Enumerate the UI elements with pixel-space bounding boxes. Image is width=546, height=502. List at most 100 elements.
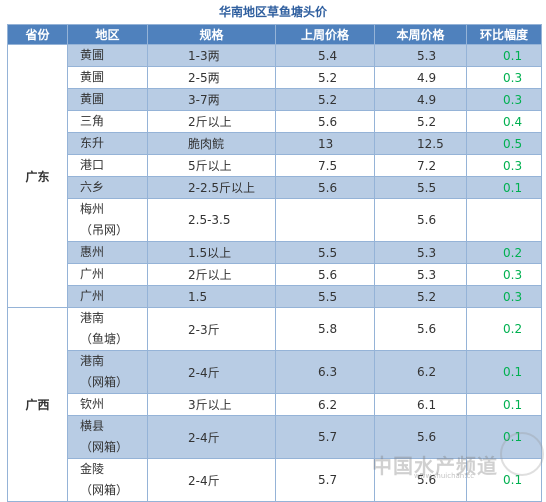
header-region: 地区 (67, 24, 148, 45)
region-name: 金陵 (80, 462, 105, 476)
region-cell: 横县 （网箱） (67, 415, 148, 459)
last-week-price-cell: 5.7 (275, 415, 375, 459)
region-name: 广州 (80, 289, 105, 303)
region-cell: 东升 (67, 132, 148, 155)
spec-cell: 2-3斤 (147, 307, 276, 351)
this-week-price-cell: 5.3 (374, 44, 467, 67)
last-week-price-cell: 13 (275, 132, 375, 155)
last-week-price-cell: 5.2 (275, 88, 375, 111)
this-week-price-cell: 4.9 (374, 66, 467, 89)
table-row: 港南 （网箱） 2-4斤 6.3 6.2 0.1 (8, 350, 542, 394)
spec-cell: 1-3两 (147, 44, 276, 67)
table-row: 东升 脆肉鲩 13 12.5 0.5 (8, 132, 542, 155)
change-cell: 0.2 (466, 307, 542, 351)
this-week-price-cell: 5.6 (374, 415, 467, 459)
region-cell: 港南 （网箱） (67, 350, 148, 394)
spec-cell: 脆肉鲩 (147, 132, 276, 155)
change-cell: 0.1 (466, 176, 542, 199)
header-row: 省份 地区 规格 上周价格 本周价格 环比幅度 (7, 24, 542, 45)
region-name: 黄圃 (80, 70, 105, 84)
header-last-week-price: 上周价格 (275, 24, 375, 45)
change-cell: 0.3 (466, 66, 542, 89)
region-cell: 港口 (67, 154, 148, 177)
table-row: 广州 2斤以上 5.6 5.3 0.3 (8, 263, 542, 286)
change-cell: 0.1 (466, 350, 542, 394)
spec-cell: 2-4斤 (147, 350, 276, 394)
this-week-price-cell: 5.2 (374, 110, 467, 133)
table-row: 港口 5斤以上 7.5 7.2 0.3 (8, 154, 542, 177)
spec-cell: 5斤以上 (147, 154, 276, 177)
change-cell: 0.1 (466, 393, 542, 416)
region-cell: 钦州 (67, 393, 148, 416)
region-cell: 三角 (67, 110, 148, 133)
watermark-logo (500, 432, 544, 476)
table-row: 惠州 1.5以上 5.5 5.3 0.2 (8, 241, 542, 264)
change-cell: 0.4 (466, 110, 542, 133)
change-cell: 0.3 (466, 88, 542, 111)
price-table: 省份 地区 规格 上周价格 本周价格 环比幅度 广东 黄圃 1-3两 5.4 5.3 0.… (7, 24, 542, 502)
region-name: 六乡 (80, 180, 105, 194)
spec-cell: 2-4斤 (147, 458, 276, 502)
region-name: 港南 (80, 354, 105, 368)
this-week-price-cell: 12.5 (374, 132, 467, 155)
this-week-price-cell: 6.1 (374, 393, 467, 416)
table-title: 华南地区草鱼塘头价 (218, 5, 327, 19)
last-week-price-cell: 5.8 (275, 307, 375, 351)
region-name: 东升 (80, 136, 105, 150)
spec-cell: 2-2.5斤以上 (147, 176, 276, 199)
table-body: 广东 黄圃 1-3两 5.4 5.3 0.1 黄圃 2-5两 5.2 4.9 0.3 黄圃 3-7两 5.… (7, 44, 542, 502)
header-province: 省份 (7, 24, 68, 45)
change-cell: 0.3 (466, 154, 542, 177)
table-row: 横县 （网箱） 2-4斤 5.7 5.6 0.1 (8, 415, 542, 459)
region-cell: 黄圃 (67, 88, 148, 111)
table-row: 广西 港南 （鱼塘） 2-3斤 5.8 5.6 0.2 (7, 307, 542, 502)
this-week-price-cell: 6.2 (374, 350, 467, 394)
spec-cell: 2斤以上 (147, 263, 276, 286)
this-week-price-cell: 7.2 (374, 154, 467, 177)
table-row: 六乡 2-2.5斤以上 5.6 5.5 0.1 (8, 176, 542, 199)
region-name: 黄圃 (80, 48, 105, 62)
header-change: 环比幅度 (466, 24, 542, 45)
region-cell: 惠州 (67, 241, 148, 264)
last-week-price-cell: 5.7 (275, 458, 375, 502)
region-note: （网箱） (80, 440, 129, 454)
this-week-price-cell: 4.9 (374, 88, 467, 111)
change-cell: 0.2 (466, 241, 542, 264)
this-week-price-cell: 5.6 (374, 198, 467, 242)
this-week-price-cell: 5.3 (374, 241, 467, 264)
region-name: 横县 (80, 419, 105, 433)
region-cell: 广州 (67, 263, 148, 286)
watermark-text: 中国水产频道 (372, 454, 498, 478)
province-cell: 广西 (7, 307, 68, 502)
table-row: 三角 2斤以上 5.6 5.2 0.4 (8, 110, 542, 133)
spec-cell: 2.5-3.5 (147, 198, 276, 242)
header-spec: 规格 (147, 24, 276, 45)
last-week-price-cell: 5.5 (275, 285, 375, 308)
change-cell: 0.5 (466, 132, 542, 155)
change-cell (466, 198, 542, 242)
last-week-price-cell (275, 198, 375, 242)
region-cell: 港南 （鱼塘） (67, 307, 148, 351)
change-cell: 0.3 (466, 263, 542, 286)
table-row: 黄圃 2-5两 5.2 4.9 0.3 (8, 66, 542, 89)
last-week-price-cell: 7.5 (275, 154, 375, 177)
region-cell: 黄圃 (67, 66, 148, 89)
region-name: 钦州 (80, 397, 105, 411)
table-row: 广东 黄圃 1-3两 5.4 5.3 0.1 (7, 44, 542, 308)
spec-cell: 1.5以上 (147, 241, 276, 264)
spec-cell: 1.5 (147, 285, 276, 308)
region-cell: 金陵 （网箱） (67, 458, 148, 502)
region-cell: 黄圃 (67, 44, 148, 67)
spec-cell: 2-4斤 (147, 415, 276, 459)
region-cell: 六乡 (67, 176, 148, 199)
last-week-price-cell: 5.6 (275, 176, 375, 199)
region-cell: 广州 (67, 285, 148, 308)
province-cell: 广东 (7, 44, 68, 308)
last-week-price-cell: 6.2 (275, 393, 375, 416)
last-week-price-cell: 5.6 (275, 110, 375, 133)
region-name: 三角 (80, 114, 105, 128)
this-week-price-cell: 5.5 (374, 176, 467, 199)
region-note: （吊网） (80, 223, 129, 237)
last-week-price-cell: 5.6 (275, 263, 375, 286)
last-week-price-cell: 5.5 (275, 241, 375, 264)
